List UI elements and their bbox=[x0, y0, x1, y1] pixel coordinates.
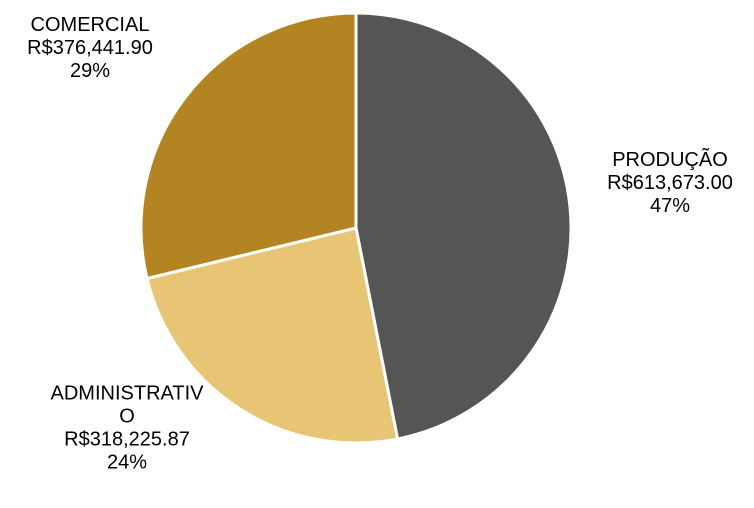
produccao-percent-label: 47% bbox=[650, 195, 690, 217]
pie-slices bbox=[139, 11, 573, 445]
administrativo-percent-label: 24% bbox=[107, 452, 147, 474]
pie-labels: PRODUÇÃOR$613,673.0047%ADMINISTRATIVOR$3… bbox=[27, 14, 733, 474]
produccao-value-label: R$613,673.00 bbox=[607, 172, 733, 194]
comercial-percent-label: 29% bbox=[70, 60, 110, 82]
administrativo-category-label: ADMINISTRATIV bbox=[51, 383, 205, 405]
produccao-category-label: PRODUÇÃO bbox=[612, 147, 728, 171]
administrativo-value-label: R$318,225.87 bbox=[64, 429, 190, 451]
comercial-category-label: COMERCIAL bbox=[31, 14, 150, 36]
pie-slice-produccao bbox=[354, 11, 573, 441]
comercial-value-label: R$376,441.90 bbox=[27, 37, 153, 59]
administrativo-category-label: O bbox=[119, 406, 135, 428]
pie-slice-administrativo bbox=[145, 226, 400, 445]
pie-slice-comercial bbox=[139, 11, 358, 280]
